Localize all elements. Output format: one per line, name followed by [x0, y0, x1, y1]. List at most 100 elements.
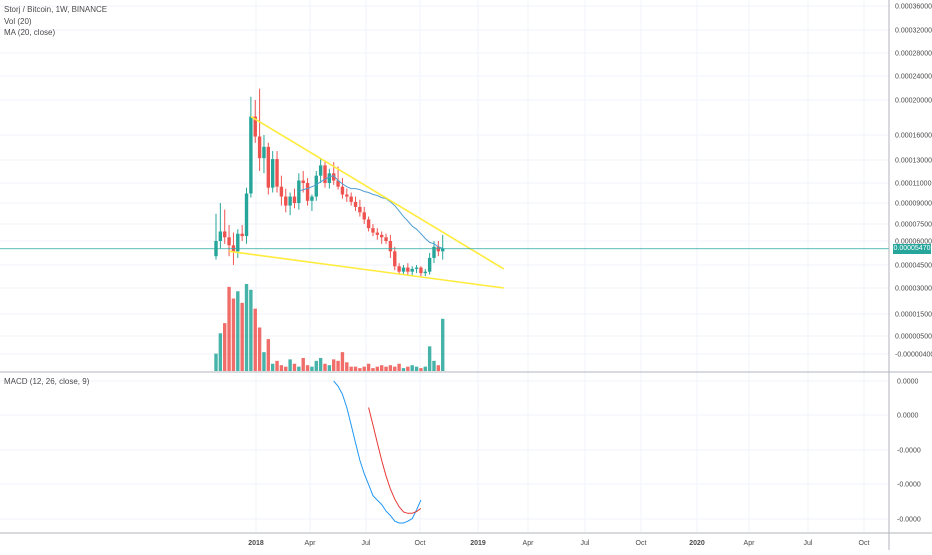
price-tick-label: 0.00009000	[895, 201, 932, 208]
candle-body	[410, 268, 414, 272]
candle-body	[393, 251, 397, 267]
volume-bar	[227, 286, 231, 371]
volume-bar	[384, 366, 388, 371]
candle-body	[349, 196, 353, 202]
macd-tick-label: 0.0000	[897, 379, 919, 386]
candle-body	[275, 159, 279, 187]
candle-body	[340, 186, 345, 195]
volume-bar	[388, 365, 393, 371]
volume-bar	[323, 363, 327, 371]
candle-body	[388, 241, 393, 252]
ma-layer	[298, 175, 443, 249]
candle-body	[297, 180, 301, 203]
time-tick-label: Jul	[362, 540, 371, 547]
volume-bar	[379, 365, 384, 371]
time-tick-label: Apr	[523, 540, 535, 547]
trend-layer[interactable]	[228, 115, 505, 289]
symbol-legend[interactable]: Storj / Bitcoin, 1W, BINANCE	[4, 5, 108, 14]
time-tick-label: 2020	[689, 540, 705, 547]
volume-bar	[257, 327, 262, 371]
candle-body	[301, 180, 305, 183]
volume-bar	[432, 360, 436, 371]
price-tick-label: 0.00013000	[895, 158, 932, 165]
volume-bar	[253, 308, 257, 371]
ma-legend[interactable]: MA (20, close)	[4, 28, 56, 37]
price-tick-label: 0.00000500	[895, 334, 932, 341]
macd-layer	[333, 380, 422, 524]
candle-body	[279, 186, 284, 197]
candle-body	[371, 228, 375, 233]
volume-bar	[336, 360, 340, 371]
candle-body	[257, 136, 262, 159]
candle-body	[314, 175, 318, 197]
macd-tick-label: -0.0000	[897, 517, 921, 524]
volume-bar	[305, 365, 310, 371]
volume-bar	[410, 365, 414, 371]
volume-bar	[397, 363, 401, 371]
macd-legend[interactable]: MACD (12, 26, close, 9)	[4, 377, 90, 386]
volume-bar	[275, 360, 279, 371]
volume-bar	[318, 357, 323, 371]
candle-body	[249, 116, 253, 194]
price-tick-label: -0.00000400	[895, 352, 932, 359]
macd-tick-label: 0.0000	[897, 413, 919, 420]
volume-bar	[419, 368, 423, 371]
volume-bar	[249, 289, 253, 371]
candle-body	[423, 271, 427, 274]
candle-body	[441, 248, 445, 252]
candle-body	[375, 232, 380, 235]
time-tick-label: Oct	[636, 540, 647, 547]
volume-bar	[332, 359, 336, 371]
volume-bar	[371, 368, 375, 371]
candle-body	[305, 183, 310, 201]
last-price-label: 0.00005470	[893, 244, 931, 254]
volume-bar	[393, 366, 397, 371]
volume-bar	[345, 362, 349, 371]
time-tick-label: Apr	[744, 540, 756, 547]
candle-body	[401, 267, 406, 272]
volume-legend[interactable]: Vol (20)	[4, 17, 32, 26]
time-tick-label: Apr	[305, 540, 317, 547]
price-tick-label: 0.00004500	[895, 263, 932, 270]
candle-body	[379, 234, 384, 238]
volume-bar	[262, 352, 266, 371]
volume-bar	[436, 365, 441, 371]
volume-bar	[423, 366, 427, 371]
price-tick-label: 0.00024000	[895, 74, 932, 81]
candle-body	[345, 194, 349, 197]
candle-body	[223, 231, 227, 238]
signal-line	[368, 407, 422, 514]
candle-body	[292, 196, 297, 203]
candle-body	[236, 233, 240, 252]
price-tick-label: 0.00032000	[895, 28, 932, 35]
time-tick-label: Jul	[804, 540, 813, 547]
volume-bar	[375, 366, 380, 371]
volume-bar	[353, 366, 358, 371]
volume-bar	[218, 333, 223, 371]
candle-body	[432, 246, 436, 258]
macd-line	[333, 380, 422, 524]
price-tick-label: 0.00003000	[895, 286, 932, 293]
time-tick-label: Jul	[581, 540, 590, 547]
price-tick-label: 0.00016000	[895, 133, 932, 140]
volume-bar	[406, 366, 410, 371]
time-tick-label: Oct	[415, 540, 426, 547]
volume-bar	[297, 366, 301, 371]
macd-tick-label: -0.0000	[897, 482, 921, 489]
candle-body	[332, 173, 336, 181]
price-tick-label: 0.00020000	[895, 98, 932, 105]
volume-bar	[340, 352, 345, 371]
candle-body	[231, 245, 236, 252]
candle-body	[240, 233, 244, 237]
candle-body	[384, 237, 388, 241]
volume-bar	[240, 302, 244, 371]
volume-bar	[236, 291, 240, 371]
candle-body	[227, 237, 231, 246]
price-tick-label: 0.00036000	[895, 4, 932, 11]
volume-bar	[349, 366, 353, 371]
time-tick-label: 2018	[248, 540, 264, 547]
volume-bar	[401, 368, 406, 371]
